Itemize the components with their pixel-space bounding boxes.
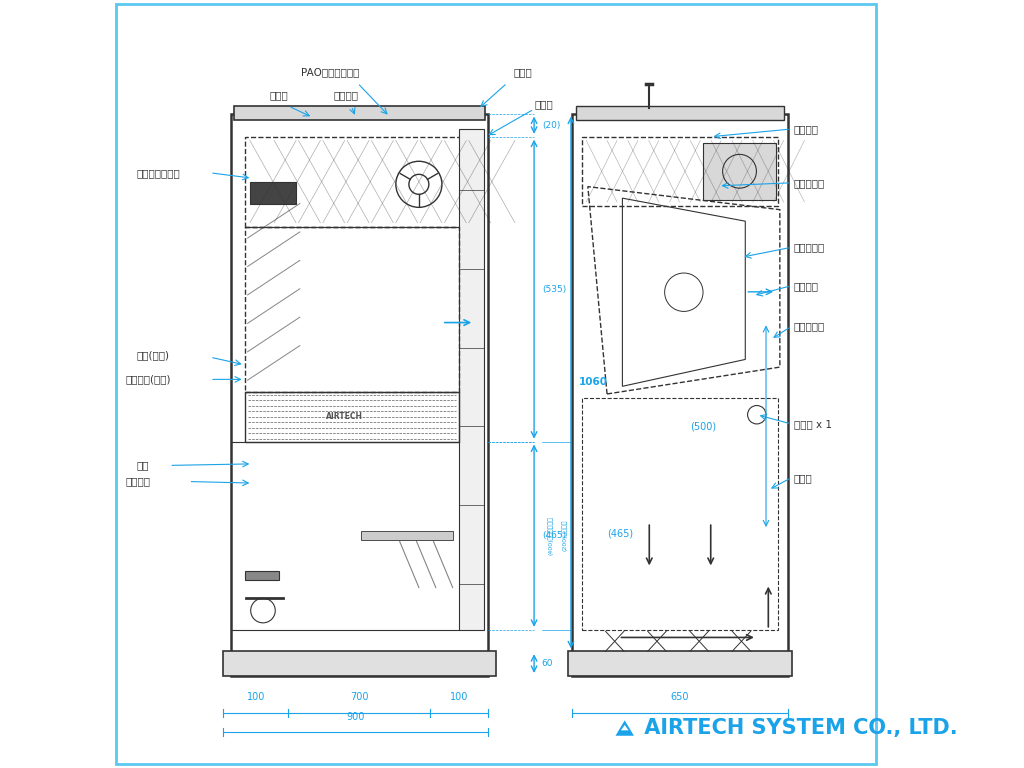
Text: 排氣濴網壓差計: 排氣濴網壓差計 [136, 167, 180, 178]
Text: (500): (500) [690, 421, 716, 432]
Text: 100: 100 [450, 693, 468, 703]
Bar [245, 137, 474, 227]
Text: 排氣送風機: 排氣送風機 [794, 177, 825, 188]
Text: 700: 700 [350, 693, 369, 703]
Bar [459, 129, 484, 630]
Bar [572, 114, 787, 676]
Text: 1060: 1060 [579, 377, 607, 388]
Text: (535): (535) [542, 285, 566, 293]
Polygon shape [621, 725, 629, 730]
Text: 吹氣沖孔板: 吹氣沖孔板 [794, 321, 825, 332]
Text: 斷路器: 斷路器 [535, 98, 553, 109]
Bar [568, 651, 793, 676]
Text: 650: 650 [671, 693, 689, 703]
Text: (200)拉門開口: (200)拉門開口 [562, 520, 567, 551]
Bar [233, 106, 485, 120]
Text: AIRTECH SYSTEM CO., LTD.: AIRTECH SYSTEM CO., LTD. [637, 718, 957, 738]
FancyBboxPatch shape [116, 4, 876, 764]
Bar [230, 114, 488, 676]
Bar [582, 398, 778, 630]
Text: AIRTECH: AIRTECH [326, 412, 362, 421]
Text: 控制面板(兩側): 控制面板(兩側) [126, 374, 171, 385]
Text: 殺菌燈 x 1: 殺菌燈 x 1 [794, 419, 831, 429]
Text: 拉門(正面): 拉門(正面) [136, 349, 169, 360]
Bar [703, 143, 776, 200]
Bar [223, 651, 496, 676]
Text: 排氣罩: 排氣罩 [269, 90, 289, 100]
Text: 操作面板: 操作面板 [334, 90, 358, 100]
Text: 電源線: 電源線 [513, 67, 531, 77]
Text: 900: 900 [346, 712, 365, 722]
Text: (400)最大拉門開口: (400)最大拉門開口 [548, 516, 554, 555]
Bar [361, 531, 454, 541]
Bar [245, 227, 459, 392]
Text: 排氣濴網: 排氣濴網 [794, 124, 818, 134]
Text: 100: 100 [247, 693, 265, 703]
Text: PAO一次側測試孔: PAO一次側測試孔 [301, 67, 359, 77]
Text: 把手: 把手 [136, 460, 148, 471]
Text: 吸入口: 吸入口 [794, 472, 812, 483]
Bar [250, 182, 296, 204]
Text: 60: 60 [542, 659, 553, 668]
Text: 防水插座: 防水插座 [126, 476, 151, 487]
Bar [582, 137, 778, 206]
Bar [245, 571, 280, 580]
Polygon shape [615, 720, 634, 736]
Text: 給氣送風機: 給氣送風機 [794, 242, 825, 253]
Bar [575, 106, 784, 120]
Bar [245, 392, 459, 442]
Text: (465): (465) [607, 528, 633, 539]
Text: 給氣濴網: 給氣濴網 [794, 280, 818, 291]
Text: (465): (465) [542, 531, 566, 540]
Text: (20): (20) [542, 121, 560, 130]
